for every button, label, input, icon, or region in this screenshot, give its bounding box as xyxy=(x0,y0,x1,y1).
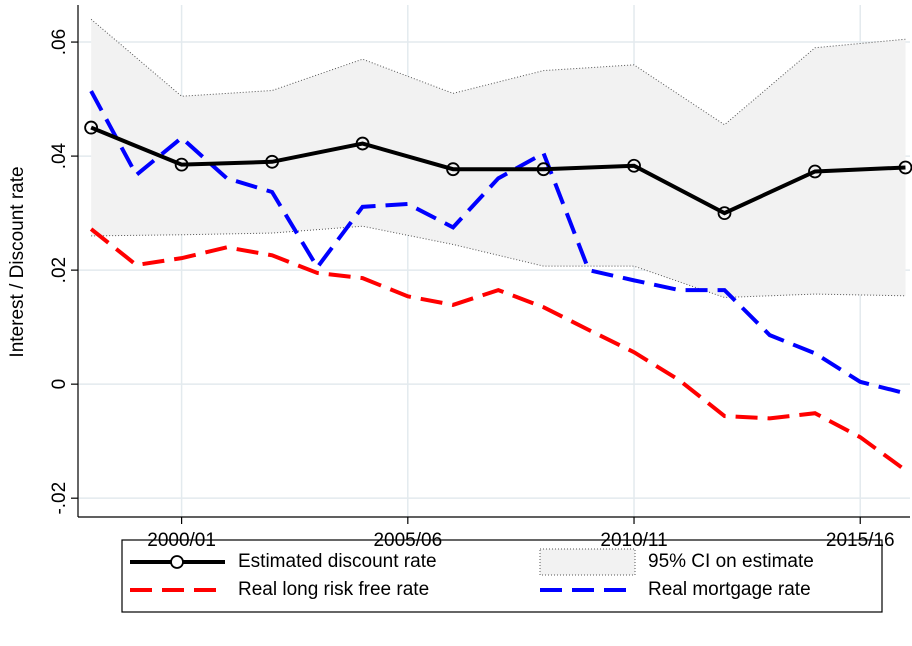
point xyxy=(717,206,732,221)
legend-marker xyxy=(170,555,184,569)
ci-band xyxy=(91,19,906,298)
point xyxy=(446,162,460,177)
ci-upper xyxy=(90,18,906,126)
legend xyxy=(121,539,883,613)
series-line xyxy=(90,125,906,216)
legend-label: 95% CI on estimate xyxy=(648,551,814,572)
point xyxy=(627,158,641,173)
legend-label: Estimated discount rate xyxy=(238,551,437,572)
x-tick-label: 2000/01 xyxy=(147,530,216,551)
point xyxy=(174,157,189,172)
legend-label: Real long risk free rate xyxy=(238,579,429,600)
y-tick-label: .04 xyxy=(49,142,70,169)
y-tick-label: .06 xyxy=(49,29,70,55)
point xyxy=(898,160,912,175)
y-tick-label: .02 xyxy=(49,257,70,283)
point xyxy=(265,154,279,169)
point xyxy=(536,162,551,177)
y-tick-label: 0 xyxy=(49,379,70,390)
x-tick-label: 2010/11 xyxy=(600,530,667,551)
y-axis-label: Interest / Discount rate xyxy=(7,166,28,357)
series-line xyxy=(89,227,907,472)
legend-label: Real mortgage rate xyxy=(648,579,811,600)
point xyxy=(808,164,822,179)
legend-swatch xyxy=(539,548,636,576)
x-tick-label: 2015/16 xyxy=(826,530,895,551)
point xyxy=(84,120,99,135)
y-tick-label: -.02 xyxy=(49,482,70,515)
ci-lower xyxy=(91,225,906,298)
point xyxy=(355,136,370,151)
x-tick-label: 2005/06 xyxy=(373,530,442,551)
series-line xyxy=(89,90,906,396)
